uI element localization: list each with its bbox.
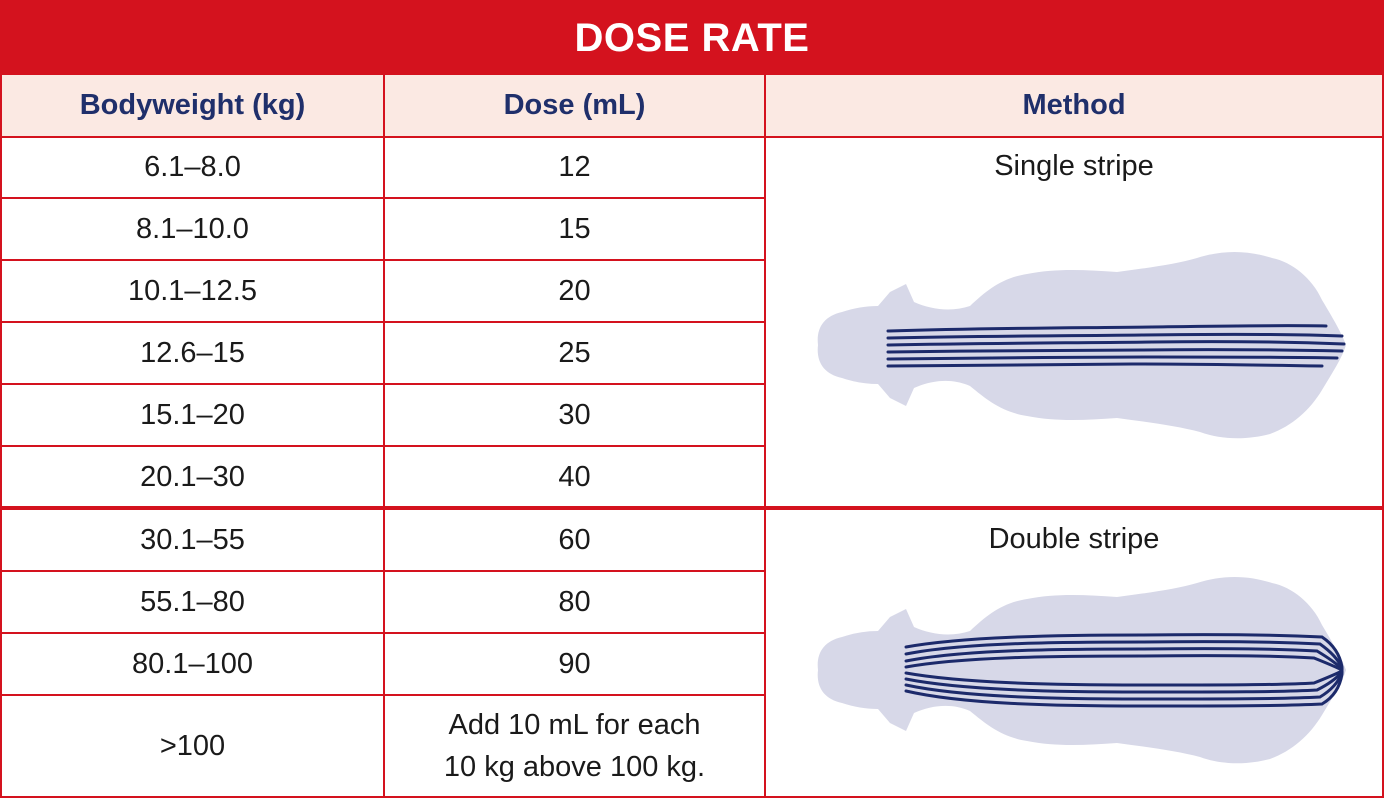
method-double-label: Double stripe	[988, 523, 1160, 555]
row-divider	[2, 570, 764, 572]
header-bodyweight: Bodyweight (kg)	[79, 89, 306, 121]
dose-cell: 40	[558, 460, 591, 493]
header-row: Bodyweight (kg) Dose (mL) Method	[2, 75, 1382, 138]
row-divider	[2, 259, 764, 261]
dose-cell: 60	[558, 524, 591, 556]
dog-single-stripe-icon	[817, 252, 1346, 439]
dose-cell: 25	[558, 337, 591, 369]
weight-cell: 15.1–20	[140, 399, 245, 431]
row-divider	[2, 632, 764, 634]
dose-note-line-2: 10 kg above 100 kg.	[443, 751, 706, 783]
row-divider	[2, 321, 764, 323]
dog-double-stripe-icon	[817, 577, 1346, 764]
single-stripe-lines	[886, 324, 1346, 368]
row-divider	[2, 694, 764, 696]
dose-cell: 12	[558, 151, 591, 183]
weight-cell: 20.1–30	[140, 460, 245, 493]
dose-cell: 90	[558, 648, 591, 680]
dose-cell: 80	[558, 586, 591, 618]
weight-cell: 6.1–8.0	[144, 151, 241, 183]
dose-cell: 20	[558, 275, 591, 307]
header-method: Method	[1022, 89, 1126, 121]
row-divider	[2, 383, 764, 385]
dog-silhouette	[817, 577, 1346, 764]
table-title: DOSE RATE	[2, 2, 1382, 75]
column-divider	[383, 75, 385, 798]
header-dose: Dose (mL)	[503, 89, 646, 121]
weight-cell: 8.1–10.0	[136, 213, 249, 245]
row-divider	[2, 197, 764, 199]
weight-cell: 55.1–80	[140, 586, 245, 618]
weight-cell: 30.1–55	[140, 524, 245, 556]
dose-cell: 30	[558, 399, 591, 431]
dose-cell: 15	[558, 213, 591, 245]
weight-cell: >100	[159, 730, 226, 762]
weight-cell: 80.1–100	[132, 648, 253, 680]
dose-cell-note: Add 10 mL for each 10 kg above 100 kg.	[385, 696, 764, 796]
group-divider	[2, 506, 1382, 510]
dog-silhouette	[817, 252, 1346, 439]
weight-cell: 10.1–12.5	[127, 275, 257, 307]
weight-cell: 12.6–15	[140, 337, 245, 369]
method-single-label: Single stripe	[994, 150, 1154, 182]
row-divider	[2, 445, 764, 447]
column-divider	[764, 75, 766, 798]
double-stripe-lines	[904, 633, 1344, 708]
dose-note-line-1: Add 10 mL for each	[448, 709, 701, 741]
